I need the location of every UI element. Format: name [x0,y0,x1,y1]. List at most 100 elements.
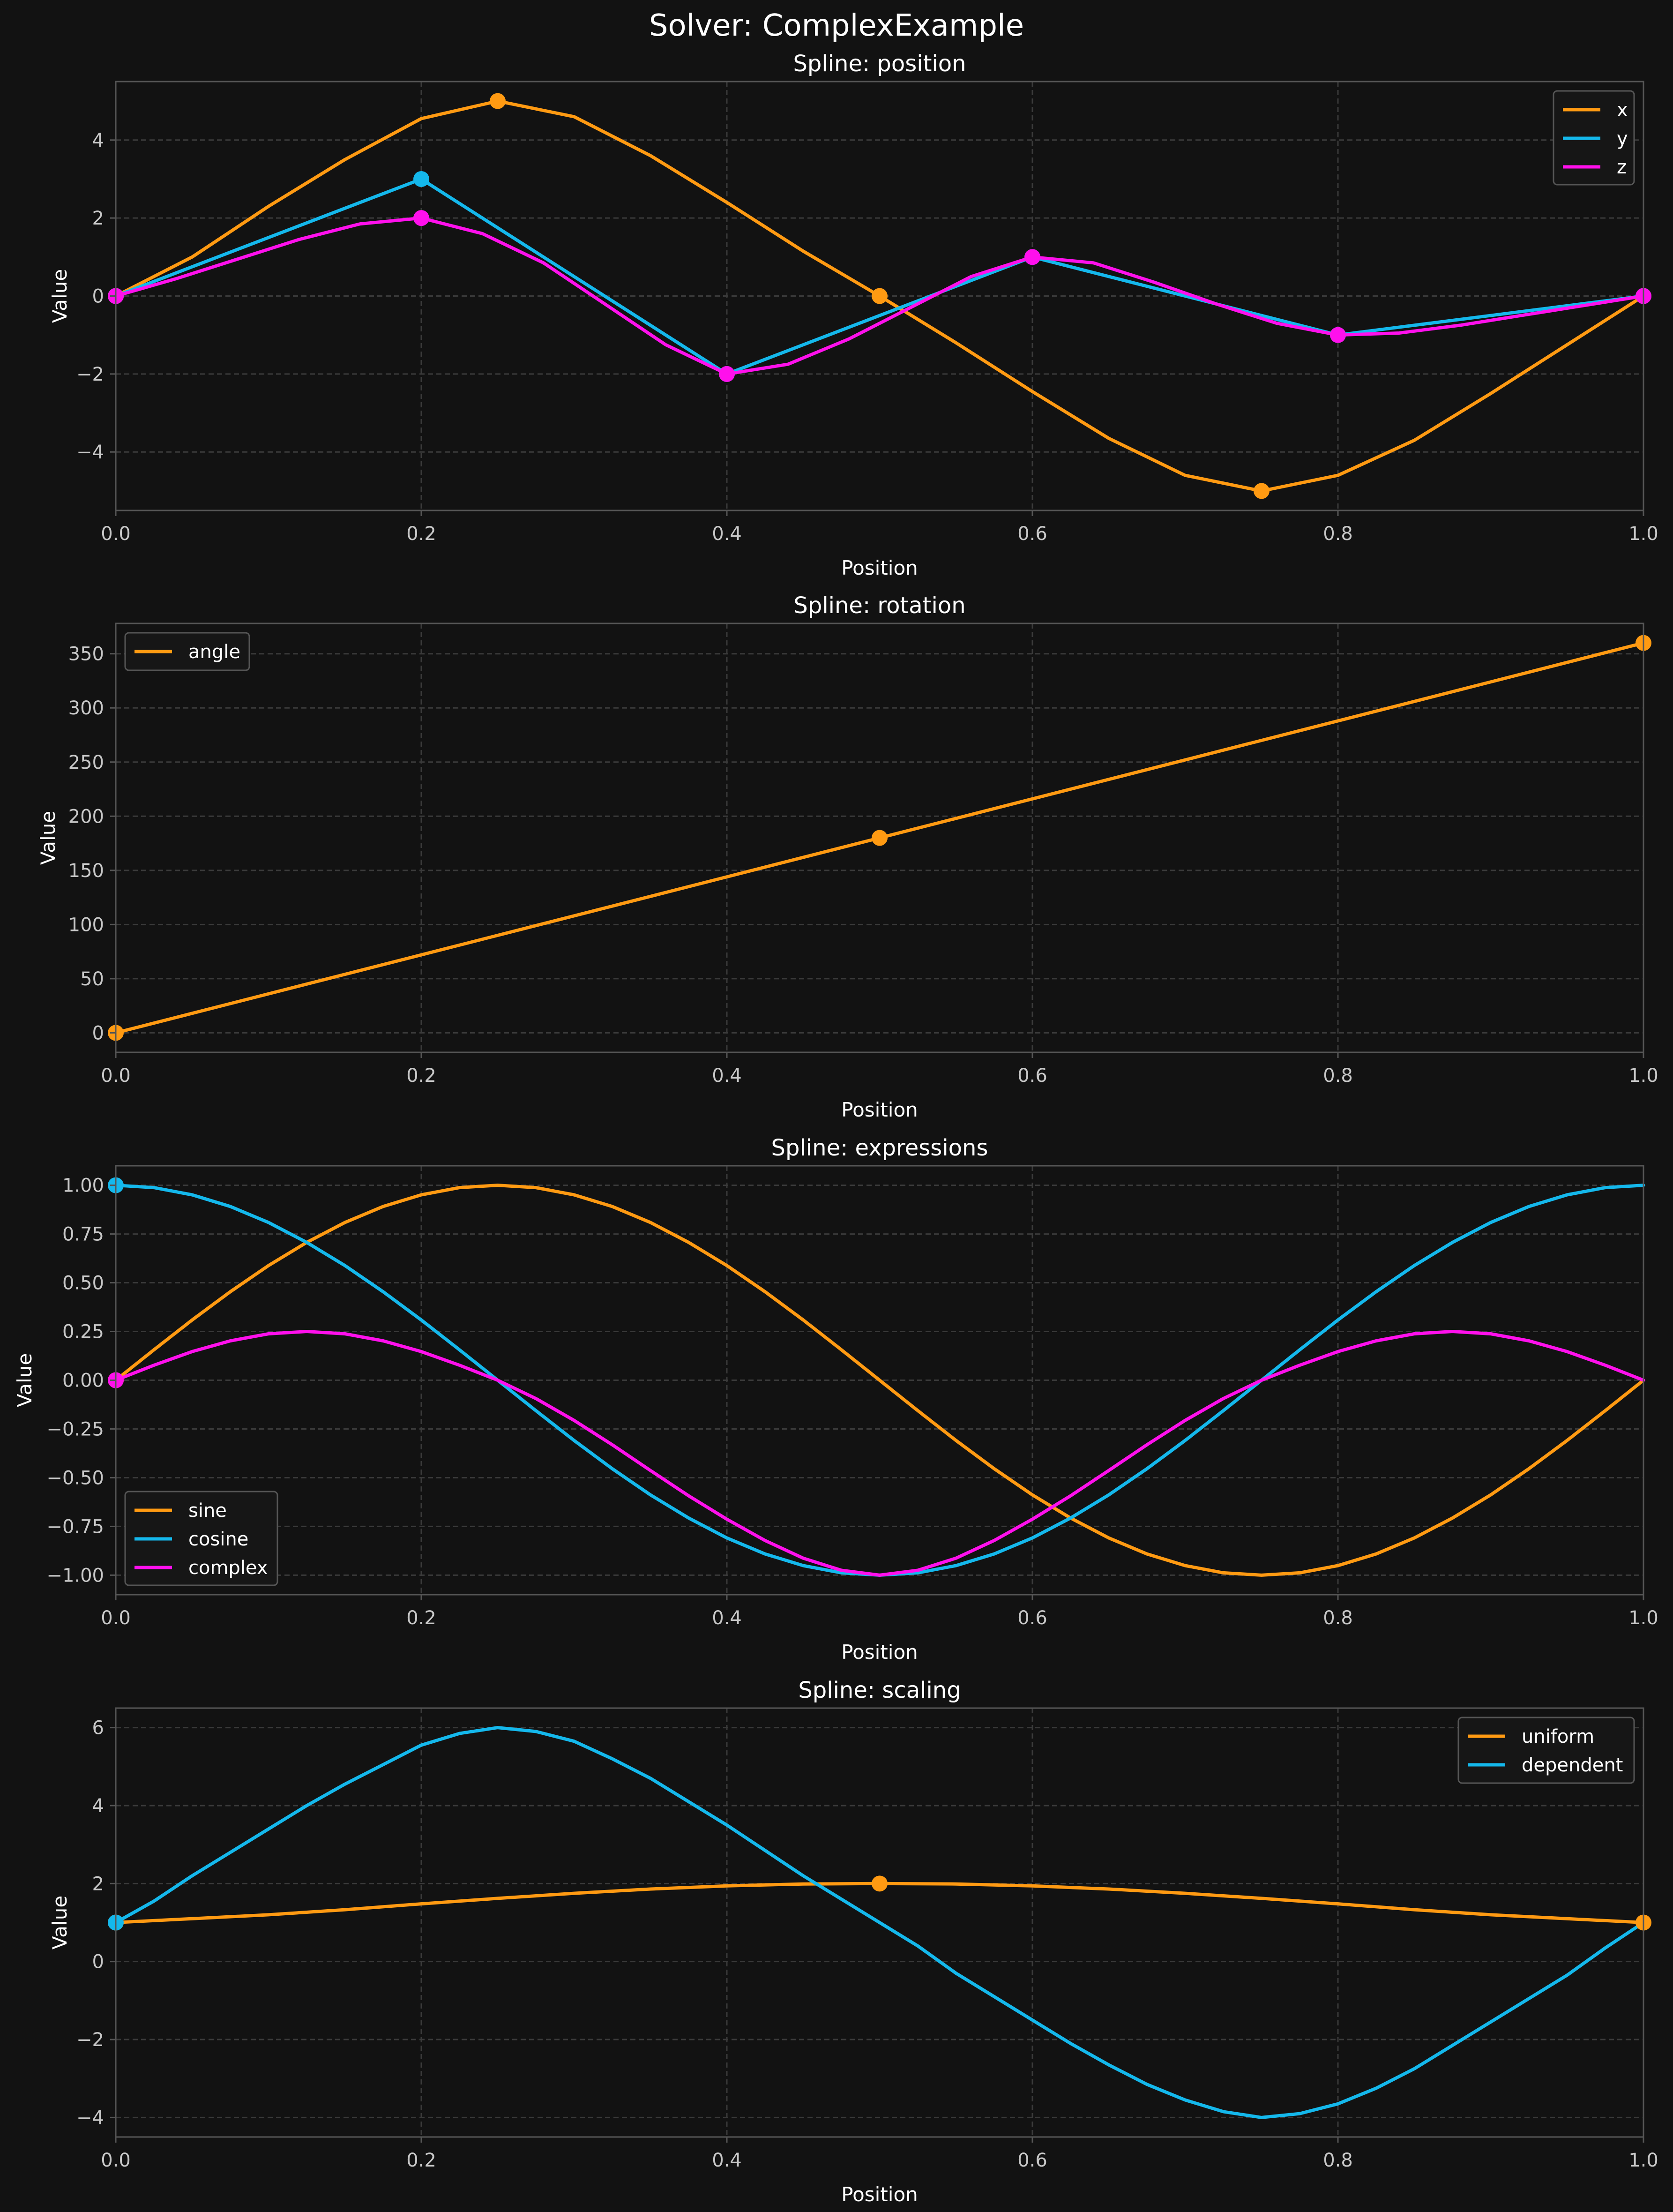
keyframe-point-x [1254,483,1270,499]
y-tick-label: 150 [68,860,104,882]
chart-panel-4: 0.0 0.2 0.4 0.6 0.8 1.0 −4 −2 0 2 4 6 Spline: scalin… [48,1677,1658,2206]
x-tick-label: 1.0 [1628,1607,1658,1629]
y-tick-label: 2 [92,1873,104,1895]
series-line-y [114,177,1645,376]
x-tick-label: 0.4 [712,1065,742,1087]
keyframe-point-z [413,210,429,226]
y-tick-label: 4 [92,1795,104,1817]
series-line-z [114,216,1645,376]
x-tick-label: 0.2 [406,2150,436,2171]
legend-label-z: z [1617,157,1627,178]
x-tick-label: 0.0 [101,2150,131,2171]
y-tick-label: 250 [68,752,104,773]
x-tick-label: 0.2 [406,1607,436,1629]
legend-label-complex: complex [188,1557,268,1579]
keyframe-point-z [719,366,735,382]
y-tick-label: 350 [68,644,104,665]
figure-suptitle: Solver: ComplexExample [649,8,1024,43]
series-line-sine [114,1184,1645,1577]
x-axis-label: Position [841,2183,918,2206]
y-tick-label: 300 [68,697,104,719]
legend-label-dependent: dependent [1522,1755,1623,1776]
chart-panel-3: 0.0 0.2 0.4 0.6 0.8 1.0 −1.00 −0.75 −0.50 −0.25 0.… [13,1135,1658,1664]
chart-panel-1: 0.0 0.2 0.4 0.6 0.8 1.0 −4 −2 0 2 4 Spline: positio… [48,51,1658,579]
keyframe-point-x [872,288,888,304]
y-tick-label: −0.50 [46,1467,104,1489]
legend-label-sine: sine [188,1500,227,1522]
x-axis-label: Position [841,1098,918,1121]
y-tick-label: 50 [80,968,104,990]
y-tick-label: 200 [68,806,104,827]
y-axis-label: Value [48,269,71,323]
legend-box [1457,1717,1635,1784]
keyframe-point-z [1330,327,1346,343]
y-tick-label: 0.00 [62,1370,104,1392]
y-tick-label: −4 [76,2107,104,2129]
axes-frame [115,622,1644,1053]
legend: xyz [1553,90,1635,186]
keyframe-point-z [1024,249,1040,265]
legend-label-y: y [1617,128,1628,150]
y-tick-label: −0.75 [46,1516,104,1537]
legend-label-uniform: uniform [1522,1726,1594,1747]
x-tick-label: 1.0 [1628,2150,1658,2171]
legend: angle [124,632,250,671]
chart-panel-2: 0.0 0.2 0.4 0.6 0.8 1.0 0 50 100 150 200 250 300 350 S… [37,592,1658,1121]
legend-box [124,1491,278,1586]
x-axis-label: Position [841,1641,918,1664]
y-axis-label: Value [48,1896,71,1950]
legend-box [124,632,250,671]
x-tick-label: 0.8 [1323,1607,1353,1629]
x-axis-label: Position [841,556,918,579]
legend-label-cosine: cosine [188,1529,248,1550]
keyframe-point-angle [872,830,888,846]
legend: sine cosine complex [124,1491,278,1586]
y-tick-label: 100 [68,914,104,936]
y-tick-label: −0.25 [46,1418,104,1440]
axes-frame [115,1707,1644,2138]
y-axis-label: Value [13,1353,36,1407]
y-tick-label: 0 [92,286,104,307]
x-tick-label: 0.2 [406,523,436,545]
x-tick-label: 0.6 [1017,523,1047,545]
x-tick-label: 1.0 [1628,523,1658,545]
x-tick-label: 0.4 [712,2150,742,2171]
y-tick-label: 0.25 [62,1321,104,1343]
x-tick-label: 0.8 [1323,2150,1353,2171]
y-tick-label: 0.50 [62,1273,104,1294]
y-tick-label: −1.00 [46,1565,104,1586]
y-tick-label: 0 [92,1022,104,1044]
legend-label-x: x [1617,99,1628,121]
y-tick-label: −4 [76,442,104,463]
chart-title-position: Spline: position [793,51,966,77]
x-tick-label: 0.8 [1323,523,1353,545]
x-tick-label: 0.4 [712,1607,742,1629]
y-axis-label: Value [37,811,60,865]
y-tick-label: 4 [92,130,104,151]
y-tick-label: 0 [92,1951,104,1973]
legend-label-angle: angle [188,641,240,663]
y-tick-label: −2 [76,2029,104,2051]
keyframe-point-x [490,93,506,109]
chart-title-scaling: Spline: scaling [798,1677,961,1703]
series-line-dependent [114,1726,1645,2119]
x-tick-label: 0.4 [712,523,742,545]
x-tick-label: 0.6 [1017,1065,1047,1087]
y-tick-label: 1.00 [62,1175,104,1197]
y-tick-label: −2 [76,364,104,385]
x-tick-label: 0.6 [1017,1607,1047,1629]
keyframe-point-y [413,171,429,187]
x-tick-label: 0.8 [1323,1065,1353,1087]
x-tick-label: 0.6 [1017,2150,1047,2171]
y-tick-label: 6 [92,1717,104,1739]
legend: uniform dependent [1457,1717,1635,1784]
x-tick-label: 0.2 [406,1065,436,1087]
chart-title-rotation: Spline: rotation [793,592,965,619]
keyframe-point-uniform [872,1875,888,1892]
x-tick-label: 0.0 [101,523,131,545]
x-tick-label: 0.0 [101,1065,131,1087]
x-tick-label: 0.0 [101,1607,131,1629]
y-tick-label: 0.75 [62,1224,104,1245]
chart-title-expressions: Spline: expressions [771,1135,988,1161]
